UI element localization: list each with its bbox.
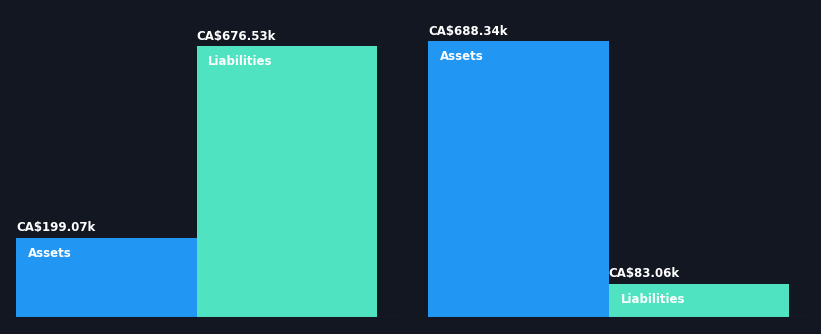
Text: Liabilities: Liabilities bbox=[621, 293, 685, 306]
Bar bbox=[196, 46, 377, 317]
Text: CA$83.06k: CA$83.06k bbox=[608, 268, 680, 281]
Text: Liabilities: Liabilities bbox=[209, 55, 273, 68]
Text: CA$199.07k: CA$199.07k bbox=[16, 221, 95, 234]
Bar bbox=[429, 41, 608, 317]
Text: CA$676.53k: CA$676.53k bbox=[196, 29, 276, 42]
Text: Assets: Assets bbox=[28, 246, 71, 260]
Text: Assets: Assets bbox=[440, 50, 484, 63]
Text: CA$688.34k: CA$688.34k bbox=[429, 25, 507, 38]
Bar bbox=[16, 237, 196, 317]
Bar bbox=[608, 284, 789, 317]
